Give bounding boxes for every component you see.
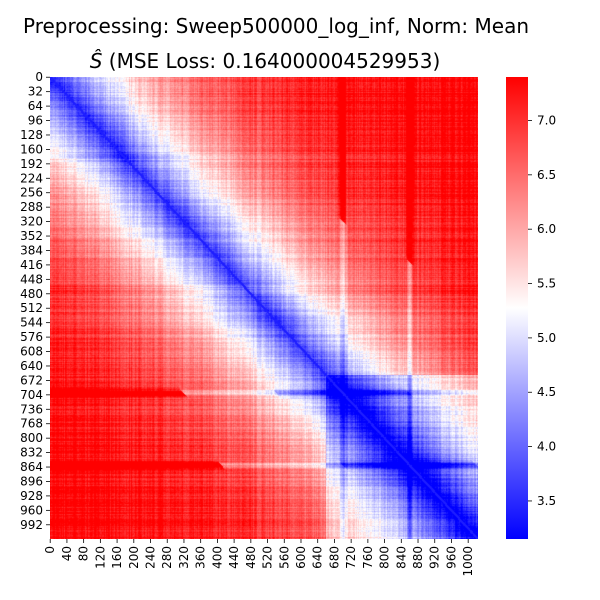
x-tick-label: 920 <box>428 546 442 569</box>
y-tick-label: 736 <box>20 402 43 416</box>
y-tick-label: 64 <box>28 99 43 113</box>
x-tick-label: 1000 <box>461 546 475 577</box>
y-tick-label: 992 <box>20 518 43 532</box>
y-tick-label: 448 <box>20 272 43 286</box>
x-tick-label: 280 <box>160 546 174 569</box>
x-tick-label: 160 <box>110 546 124 569</box>
x-tick-label: 760 <box>361 546 375 569</box>
y-tick-label: 32 <box>28 85 43 99</box>
heatmap-plot-area <box>50 77 478 539</box>
y-tick-label: 288 <box>20 200 43 214</box>
y-tick-label: 768 <box>20 417 43 431</box>
y-tick-label: 608 <box>20 345 43 359</box>
x-tick-label: 400 <box>210 546 224 569</box>
y-tick-label: 832 <box>20 446 43 460</box>
colorbar-tick-label: 6.0 <box>537 222 556 236</box>
colorbar-tick-label: 4.5 <box>537 385 556 399</box>
x-tick-label: 560 <box>277 546 291 569</box>
chart-title-line-1: Preprocessing: Sweep500000_log_inf, Norm… <box>23 14 529 38</box>
x-tick-label: 440 <box>227 546 241 569</box>
x-tick-label: 240 <box>144 546 158 569</box>
y-tick-label: 800 <box>20 431 43 445</box>
y-tick-label: 0 <box>35 70 43 84</box>
y-tick-label: 512 <box>20 301 43 315</box>
x-tick-label: 720 <box>344 546 358 569</box>
y-tick-label: 928 <box>20 489 43 503</box>
y-tick-label: 672 <box>20 373 43 387</box>
x-tick-label: 360 <box>194 546 208 569</box>
y-tick-label: 416 <box>20 258 43 272</box>
y-tick-label: 192 <box>20 157 43 171</box>
colorbar-tick-label: 7.0 <box>537 113 556 127</box>
x-tick-label: 600 <box>294 546 308 569</box>
x-tick-label: 120 <box>93 546 107 569</box>
y-tick-label: 896 <box>20 474 43 488</box>
y-tick-label: 864 <box>20 460 43 474</box>
y-tick-label: 704 <box>20 388 43 402</box>
y-tick-label: 320 <box>20 215 43 229</box>
colorbar: 3.5 4.0 4.5 5.0 5.5 6.0 6.5 7.0 <box>506 77 556 539</box>
x-tick-label: 480 <box>244 546 258 569</box>
colorbar-ticks: 3.5 4.0 4.5 5.0 5.5 6.0 6.5 7.0 <box>528 113 556 508</box>
colorbar-gradient <box>506 77 528 539</box>
y-tick-label: 160 <box>20 142 43 156</box>
x-tick-label: 880 <box>411 546 425 569</box>
chart-title-line-2: Ŝ (MSE Loss: 0.164000004529953) <box>90 49 441 73</box>
colorbar-tick-label: 5.5 <box>537 277 556 291</box>
y-tick-label: 960 <box>20 503 43 517</box>
y-tick-label: 576 <box>20 330 43 344</box>
x-tick-label: 200 <box>127 546 141 569</box>
y-tick-label: 640 <box>20 359 43 373</box>
y-tick-label: 96 <box>28 114 43 128</box>
x-tick-label: 640 <box>311 546 325 569</box>
x-tick-label: 0 <box>43 546 57 554</box>
colorbar-tick-label: 3.5 <box>537 494 556 508</box>
x-tick-label: 960 <box>444 546 458 569</box>
x-tick-label: 520 <box>261 546 275 569</box>
mse-loss-text: (MSE Loss: 0.164000004529953) <box>109 49 440 73</box>
y-tick-label: 128 <box>20 128 43 142</box>
colorbar-tick-label: 6.5 <box>537 168 556 182</box>
y-tick-label: 480 <box>20 287 43 301</box>
colorbar-tick-label: 4.0 <box>537 440 556 454</box>
x-tick-label: 80 <box>77 546 91 561</box>
y-tick-label: 256 <box>20 186 43 200</box>
y-tick-label: 352 <box>20 229 43 243</box>
y-tick-label: 544 <box>20 316 43 330</box>
x-axis: 0 40 80 120 160 200 240 280 320 360 400 440 480 520 56… <box>43 539 475 577</box>
y-tick-label: 224 <box>20 171 43 185</box>
x-tick-label: 800 <box>378 546 392 569</box>
x-tick-label: 320 <box>177 546 191 569</box>
x-tick-label: 680 <box>327 546 341 569</box>
heatmap-cells <box>50 77 478 539</box>
s-hat-symbol: Ŝ <box>90 49 103 73</box>
x-tick-label: 40 <box>60 546 74 561</box>
y-tick-label: 384 <box>20 243 43 257</box>
x-tick-label: 840 <box>394 546 408 569</box>
colorbar-tick-label: 5.0 <box>537 331 556 345</box>
y-axis: 0326496128160192224256288320352384416448… <box>20 70 50 532</box>
